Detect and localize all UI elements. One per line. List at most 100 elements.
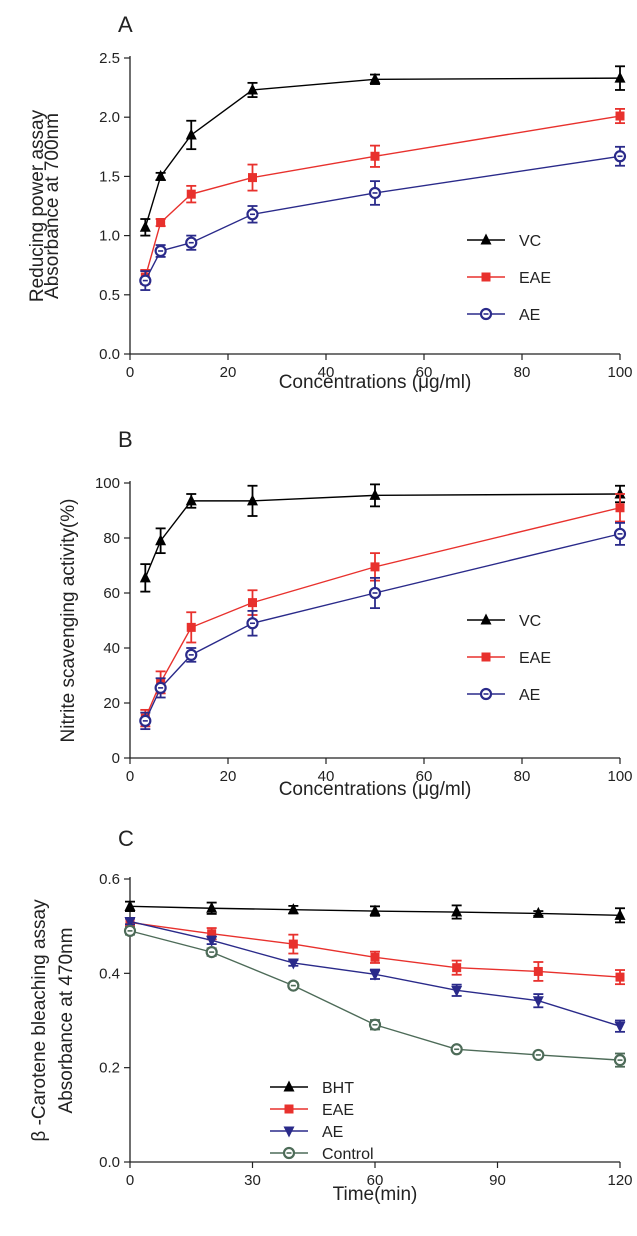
x-tick-label: 60 xyxy=(416,364,433,381)
data-point xyxy=(614,1021,626,1033)
panel-a: A 0.0 0.5 1.0 1.5 2.0 2.5 0 20 40 60 80 100 Concentra… xyxy=(27,12,633,393)
x-axis-title: Concentrations (μg/ml) xyxy=(279,779,472,800)
y-tick-label: 1.5 xyxy=(99,168,120,185)
data-point xyxy=(369,488,381,500)
data-point xyxy=(248,598,257,608)
legend-marker xyxy=(284,1104,294,1114)
x-tick-label: 30 xyxy=(244,1172,261,1189)
data-point xyxy=(124,916,136,928)
x-tick-label: 80 xyxy=(514,768,531,785)
data-point xyxy=(614,487,626,499)
x-tick-label: 0 xyxy=(126,1172,134,1189)
y-tick-label: 0.6 xyxy=(99,871,120,888)
x-tick-label: 0 xyxy=(126,364,134,381)
y-tick-label: 0 xyxy=(112,750,120,767)
series-ae xyxy=(124,916,626,1033)
y-tick-label: 60 xyxy=(103,585,120,602)
series-ae xyxy=(139,521,627,731)
legend-label: EAE xyxy=(519,270,551,287)
legend-marker xyxy=(283,1126,295,1138)
legend-entry: VC xyxy=(467,233,541,250)
series-line xyxy=(144,507,621,719)
series-line xyxy=(144,77,621,228)
x-tick-label: 60 xyxy=(367,1172,384,1189)
legend-marker xyxy=(480,233,492,245)
y-tick-label: 20 xyxy=(103,695,120,712)
data-point xyxy=(186,189,196,199)
series-eae xyxy=(140,493,625,728)
y-tick-label: 0.4 xyxy=(99,965,120,982)
y-axis-title: β -Carotene bleaching assay xyxy=(29,899,50,1142)
legend-marker xyxy=(481,652,491,662)
legend-label: EAE xyxy=(519,650,551,667)
data-point xyxy=(139,220,151,232)
data-point xyxy=(156,218,166,228)
series-line xyxy=(129,930,621,1061)
y-tick-label: 0.5 xyxy=(99,287,120,304)
x-tick-label: 120 xyxy=(607,1172,632,1189)
y-axis-title: Absorbance at 700nm xyxy=(42,113,63,299)
legend-label: EAE xyxy=(322,1102,354,1119)
legend-label: AE xyxy=(519,307,540,324)
series-ae xyxy=(139,145,627,291)
legend-marker xyxy=(283,1080,295,1092)
data-point xyxy=(124,899,136,911)
data-point xyxy=(186,622,196,632)
data-point xyxy=(369,969,381,981)
legend-label: BHT xyxy=(322,1080,354,1097)
series-vc xyxy=(139,65,626,237)
x-tick-label: 20 xyxy=(220,364,237,381)
panel-b: B 0 20 40 60 80 100 0 20 40 60 80 100 Concentrations … xyxy=(58,427,633,800)
data-point xyxy=(288,939,298,949)
y-axis-title: Reducing power assay xyxy=(27,109,48,302)
x-tick-label: 0 xyxy=(126,768,134,785)
legend-entry: AE xyxy=(270,1124,343,1141)
series-vc xyxy=(139,483,626,593)
series-line xyxy=(144,533,621,722)
data-point xyxy=(614,71,626,83)
y-tick-label: 0.2 xyxy=(99,1060,120,1077)
data-point xyxy=(369,904,381,916)
data-point xyxy=(370,952,380,962)
data-point xyxy=(155,534,167,546)
data-point xyxy=(207,929,217,939)
data-point xyxy=(615,972,625,982)
x-tick-label: 40 xyxy=(318,364,335,381)
legend-entry: VC xyxy=(467,613,541,630)
x-tick-label: 100 xyxy=(607,364,632,381)
y-axis-title: Absorbance at 470nm xyxy=(56,928,77,1114)
y-tick-label: 2.0 xyxy=(99,109,120,126)
legend-marker xyxy=(480,613,492,625)
data-point xyxy=(369,72,381,84)
data-point xyxy=(185,128,197,140)
y-tick-label: 2.5 xyxy=(99,50,120,67)
x-tick-label: 40 xyxy=(318,768,335,785)
y-tick-label: 100 xyxy=(95,475,120,492)
legend-marker xyxy=(481,272,491,282)
series-control xyxy=(123,924,627,1068)
legend-entry: AE xyxy=(467,307,540,324)
legend-label: AE xyxy=(322,1124,343,1141)
data-point xyxy=(370,562,380,572)
data-point xyxy=(139,571,151,583)
legend-label: VC xyxy=(519,233,541,250)
x-tick-label: 90 xyxy=(489,1172,506,1189)
data-point xyxy=(451,905,463,917)
series-line xyxy=(144,115,621,278)
data-point xyxy=(370,151,380,161)
x-axis-title: Time(min) xyxy=(333,1184,418,1205)
data-point xyxy=(185,494,197,506)
data-point xyxy=(287,958,299,970)
data-point xyxy=(615,111,625,121)
x-tick-label: 20 xyxy=(220,768,237,785)
legend-entry: EAE xyxy=(467,650,551,667)
legend-entry: AE xyxy=(467,687,540,704)
data-point xyxy=(451,985,463,997)
data-point xyxy=(452,963,462,973)
data-point xyxy=(206,901,218,913)
legend-entry: BHT xyxy=(270,1080,354,1097)
y-tick-label: 40 xyxy=(103,640,120,657)
data-point xyxy=(248,173,257,183)
series-line xyxy=(144,155,621,281)
